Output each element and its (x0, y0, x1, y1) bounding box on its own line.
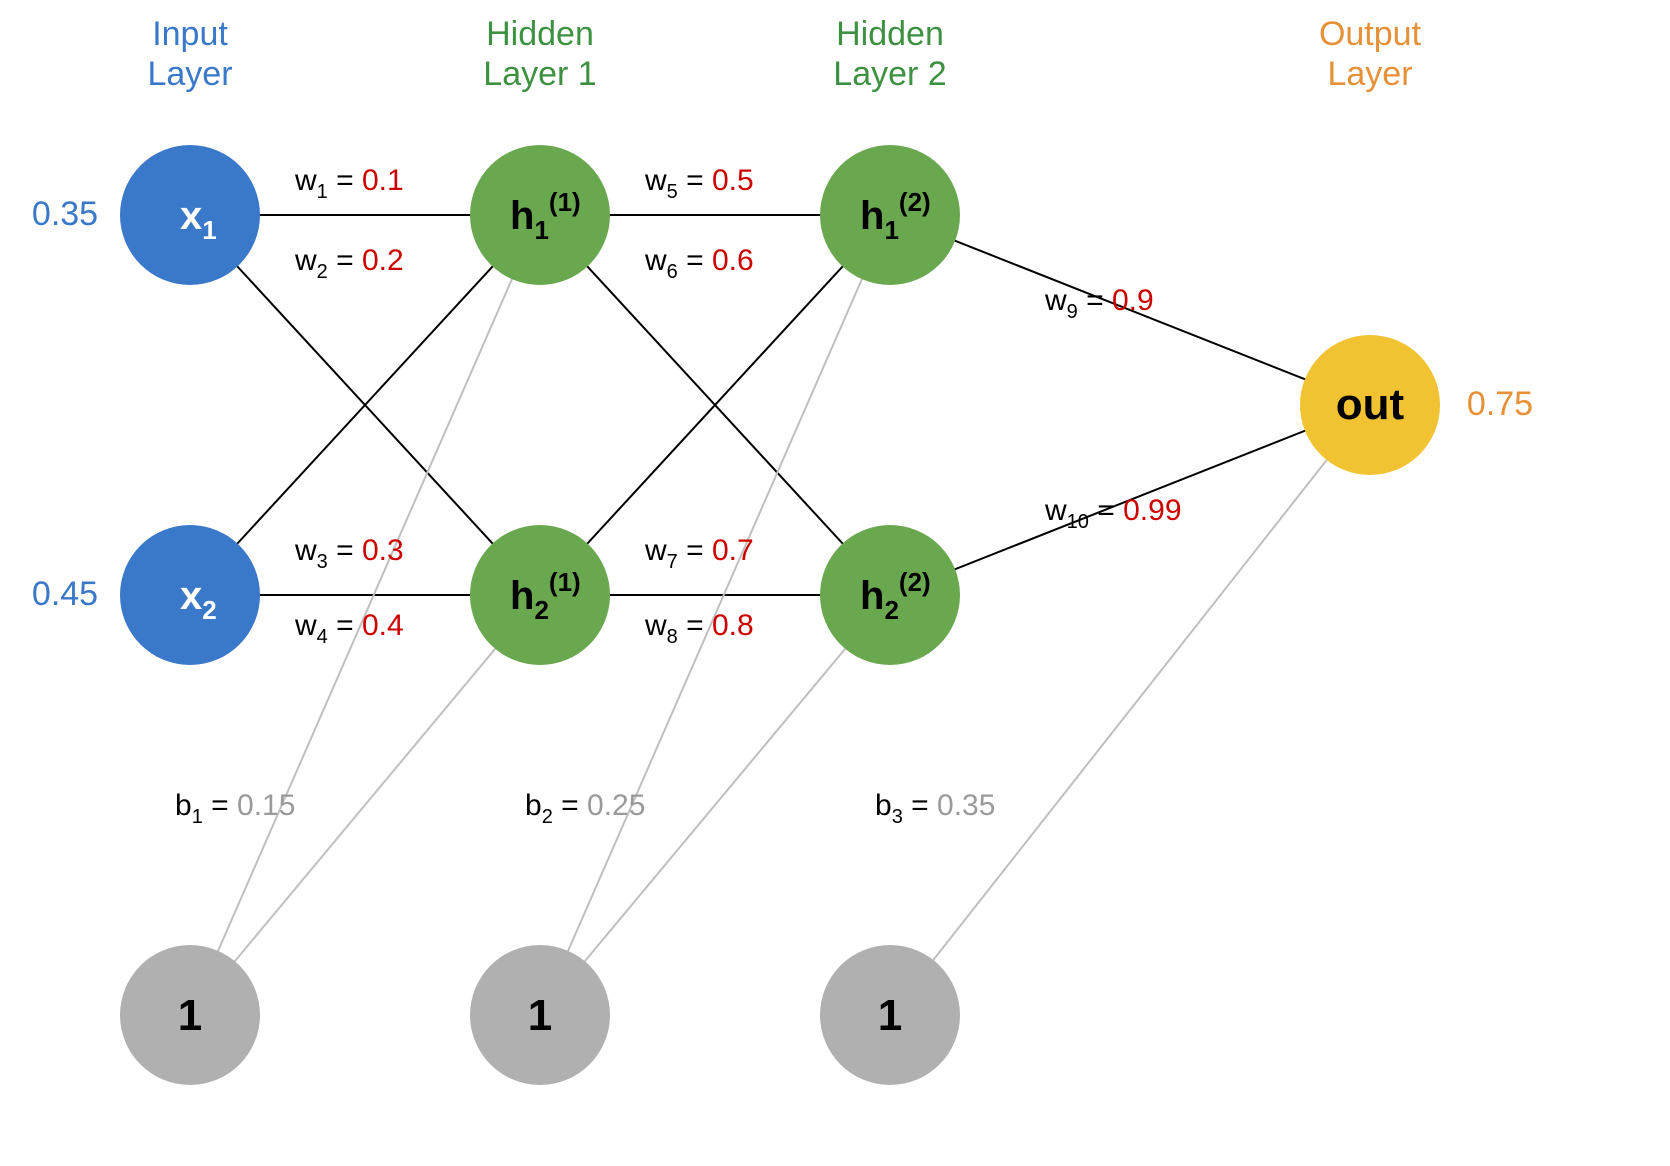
weight-label-w7: w7 = 0.7 (644, 534, 754, 573)
node-label-out: out (1336, 380, 1405, 429)
layer-title-input-line0: Input (152, 15, 228, 53)
node-label-b3: 1 (878, 991, 902, 1040)
weight-label-w1: w1 = 0.1 (294, 164, 404, 203)
node-label-b1: 1 (178, 991, 202, 1040)
weight-label-w8: w8 = 0.8 (644, 609, 754, 648)
layer-title-hidden1-line0: Hidden (486, 15, 594, 53)
side-value-x2: 0.45 (32, 575, 98, 613)
weight-label-w9: w9 = 0.9 (1044, 284, 1154, 323)
nodes-group: x1 x2 h1(1) h2(1) h1(2) h2(2) out 1 1 1 (120, 145, 1440, 1085)
layer-title-input-line1: Layer (147, 55, 232, 93)
weight-label-w2: w2 = 0.2 (294, 244, 404, 283)
node-out: out (1300, 335, 1440, 475)
node-b3: 1 (820, 945, 960, 1085)
node-b2: 1 (470, 945, 610, 1085)
layer-titles: InputLayerHiddenLayer 1HiddenLayer 2Outp… (147, 15, 1421, 93)
layer-title-output-line1: Layer (1327, 55, 1412, 93)
weight-label-w3: w3 = 0.3 (294, 534, 404, 573)
layer-title-hidden2-line1: Layer 2 (833, 55, 946, 93)
weight-labels: w1 = 0.1 w2 = 0.2 w3 = 0.3 w4 = 0.4 w5 = 0.5… (294, 164, 1182, 648)
bias-label-b2: b2 = 0.25 (525, 789, 645, 828)
neural-network-diagram: x1x2h1(1)h2(1)h1(2)h2(2)out111InputLayer… (0, 0, 1670, 1166)
node-h22: h2(2) (820, 525, 960, 665)
node-h21: h2(1) (470, 525, 610, 665)
side-value-x1: 0.35 (32, 195, 98, 233)
bias-label-b3: b3 = 0.35 (875, 789, 995, 828)
weight-label-w4: w4 = 0.4 (294, 609, 404, 648)
node-h12: h1(2) (820, 145, 960, 285)
side-value-out: 0.75 (1467, 385, 1533, 423)
node-h11: h1(1) (470, 145, 610, 285)
weight-label-w6: w6 = 0.6 (644, 244, 754, 283)
layer-title-output-line0: Output (1319, 15, 1422, 53)
bias-label-b1: b1 = 0.15 (175, 789, 295, 828)
node-x1: x1 (120, 145, 260, 285)
weight-label-w10: w10 = 0.99 (1044, 494, 1182, 533)
weight-label-w5: w5 = 0.5 (644, 164, 754, 203)
node-x2: x2 (120, 525, 260, 665)
node-label-b2: 1 (528, 991, 552, 1040)
bias-labels: b1 = 0.15 b2 = 0.25 b3 = 0.35 (175, 789, 995, 828)
layer-title-hidden2-line0: Hidden (836, 15, 944, 53)
layer-title-hidden1-line1: Layer 1 (483, 55, 596, 93)
node-b1: 1 (120, 945, 260, 1085)
